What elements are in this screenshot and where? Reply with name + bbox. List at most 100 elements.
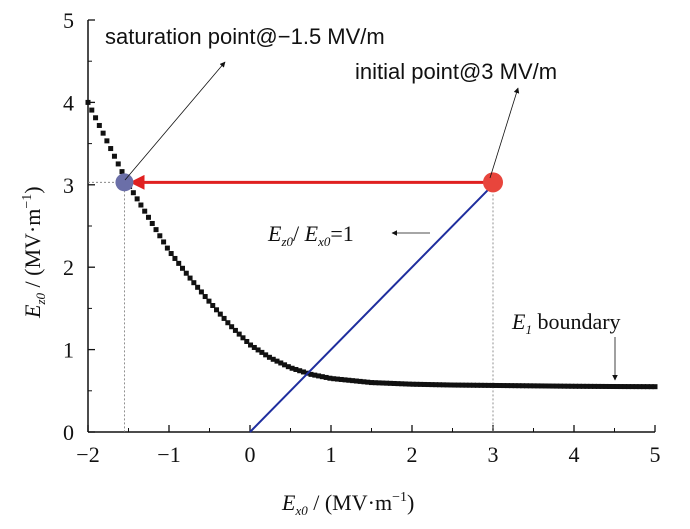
boundary-marker [244, 338, 250, 344]
boundary-marker [599, 383, 605, 389]
boundary-marker [384, 380, 390, 386]
boundary-marker [467, 382, 473, 388]
boundary-marker [520, 383, 526, 389]
y-axis-title: Ez0 / (MV·m−1) [20, 186, 48, 319]
boundary-marker [85, 99, 91, 105]
y-tick-label: 2 [63, 255, 74, 280]
boundary-marker [497, 383, 503, 389]
boundary-marker [637, 384, 643, 390]
boundary-marker [149, 220, 155, 226]
ratio-num-sub: z0 [280, 234, 293, 249]
series-ratio-line [249, 184, 494, 433]
boundary-marker [172, 255, 178, 261]
boundary-marker [282, 362, 288, 368]
boundary-marker [225, 320, 231, 326]
boundary-marker [391, 380, 397, 386]
boundary-marker [380, 380, 386, 386]
boundary-marker [263, 352, 269, 358]
boundary-marker [350, 378, 356, 384]
boundary-marker [278, 360, 284, 366]
boundary-marker [134, 196, 140, 202]
boundary-marker [565, 383, 571, 389]
boundary-marker [592, 383, 598, 389]
boundary-marker [546, 383, 552, 389]
boundary-annotation: E1 boundary [511, 309, 621, 337]
x-axis-title: Ex0 / (MV·m−1) [281, 490, 414, 518]
x-title-sub: x0 [294, 503, 308, 518]
boundary-marker [425, 382, 431, 388]
boundary-marker [429, 382, 435, 388]
boundary-marker [115, 161, 121, 167]
boundary-marker [542, 383, 548, 389]
boundary-marker [142, 208, 148, 214]
boundary-marker [369, 380, 374, 386]
boundary-marker [531, 383, 537, 389]
boundary-marker [240, 335, 246, 341]
boundary-var: E [511, 309, 526, 334]
boundary-marker [421, 381, 427, 387]
boundary-marker [130, 190, 136, 196]
boundary-marker [210, 302, 216, 308]
boundary-marker [641, 384, 647, 390]
ratio-num-var: E [267, 221, 282, 246]
boundary-marker [89, 107, 95, 113]
x-tick-label: 3 [488, 442, 499, 467]
x-title-sup: −1 [392, 490, 407, 505]
boundary-marker [164, 245, 170, 251]
boundary-marker [108, 146, 114, 152]
boundary-marker [523, 383, 529, 389]
boundary-marker [229, 324, 235, 330]
boundary-marker [319, 374, 325, 380]
boundary-marker [93, 115, 99, 121]
boundary-marker [285, 364, 291, 370]
boundary-marker [221, 315, 227, 321]
boundary-marker [603, 383, 609, 389]
boundary-marker [365, 379, 371, 385]
boundary-marker [573, 383, 579, 389]
boundary-marker [346, 377, 352, 383]
boundary-marker [644, 384, 650, 390]
boundary-tail: boundary [532, 309, 621, 334]
boundary-marker [452, 382, 458, 388]
boundary-marker [248, 342, 254, 348]
boundary-marker [561, 383, 567, 389]
boundary-marker [406, 381, 412, 387]
boundary-marker [486, 382, 492, 388]
boundary-marker [554, 383, 560, 389]
x-tick-label: 4 [569, 442, 580, 467]
x-title-unit: / (MV·m [308, 490, 392, 515]
boundary-marker [614, 384, 620, 390]
boundary-marker [353, 378, 359, 384]
boundary-marker [584, 383, 590, 389]
boundary-sub: 1 [525, 322, 532, 337]
y-tick-label: 1 [63, 338, 74, 363]
boundary-marker [478, 382, 484, 388]
boundary-marker [323, 374, 329, 380]
boundary-marker [607, 383, 613, 389]
boundary-marker [327, 375, 333, 381]
initial-annotation: initial point@3 MV/m [355, 59, 557, 84]
boundary-marker [308, 371, 314, 377]
boundary-marker [626, 384, 632, 390]
boundary-marker [198, 289, 204, 295]
boundary-marker [157, 233, 163, 239]
boundary-marker [493, 382, 499, 388]
boundary-marker [372, 380, 378, 386]
boundary-marker [505, 383, 511, 389]
boundary-marker [414, 381, 420, 387]
boundary-marker [153, 227, 159, 233]
boundary-marker [437, 382, 443, 388]
boundary-marker [448, 382, 454, 388]
x-tick-label: 1 [326, 442, 337, 467]
boundary-marker [455, 382, 461, 388]
boundary-marker [633, 384, 639, 390]
boundary-marker [387, 380, 393, 386]
boundary-marker [440, 382, 446, 388]
boundary-marker [316, 373, 322, 379]
boundary-marker [300, 369, 306, 375]
boundary-marker [558, 383, 563, 389]
boundary-marker [508, 383, 514, 389]
boundary-marker [293, 366, 299, 372]
boundary-marker [459, 382, 465, 388]
